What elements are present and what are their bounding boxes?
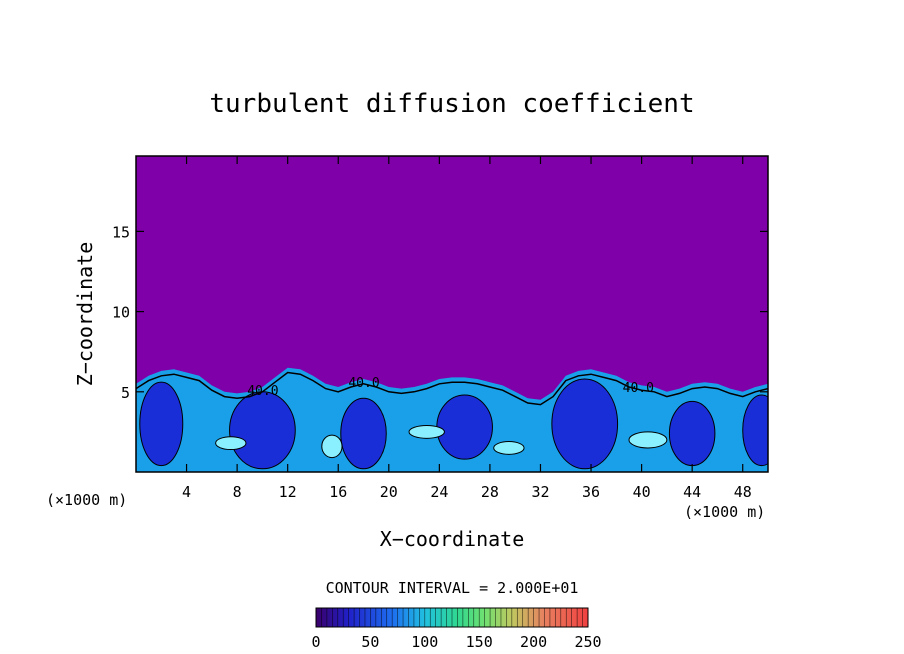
high-value-streak bbox=[493, 441, 525, 455]
x-tick-label: 44 bbox=[683, 483, 701, 501]
high-value-streak bbox=[408, 424, 445, 439]
x-tick-label: 36 bbox=[582, 483, 600, 501]
y-tick-label: 5 bbox=[121, 384, 130, 402]
y-tick-label: 15 bbox=[112, 223, 130, 241]
eddy-cell bbox=[551, 378, 619, 470]
eddy-cell bbox=[229, 391, 296, 470]
contour-label: 40.0 bbox=[348, 376, 379, 391]
x-tick-label: 20 bbox=[380, 483, 398, 501]
colorbar-tick-label: 50 bbox=[361, 633, 379, 651]
y-tick-label: 10 bbox=[112, 304, 130, 322]
colorbar-tick-label: 150 bbox=[466, 633, 493, 651]
contour-line bbox=[136, 371, 768, 406]
colorbar-tick-label: 250 bbox=[574, 633, 601, 651]
colorbar-tick-label: 100 bbox=[411, 633, 438, 651]
x-tick-label: 12 bbox=[279, 483, 297, 501]
contour-label: 40.0 bbox=[247, 384, 278, 399]
contour-interval-text: CONTOUR INTERVAL = 2.000E+01 bbox=[326, 579, 579, 597]
x-tick-label: 8 bbox=[233, 483, 242, 501]
x-unit-left: (×1000 m) bbox=[46, 491, 127, 509]
x-unit-right: (×1000 m) bbox=[684, 503, 765, 521]
x-tick-label: 24 bbox=[430, 483, 448, 501]
x-tick-label: 40 bbox=[633, 483, 651, 501]
colorbar-ticks: 0 50 100 150 200 250 bbox=[311, 633, 601, 651]
x-tick-label: 4 bbox=[182, 483, 191, 501]
x-tick-label: 16 bbox=[329, 483, 347, 501]
eddy-cell bbox=[668, 400, 716, 467]
colorbar-tick-label: 200 bbox=[520, 633, 547, 651]
eddy-cell bbox=[340, 397, 387, 470]
y-axis-ticks: 5 10 15 bbox=[112, 223, 768, 402]
eddy-cell bbox=[742, 394, 768, 467]
x-tick-label: 48 bbox=[734, 483, 752, 501]
x-tick-label: 28 bbox=[481, 483, 499, 501]
colorbar-tick-label: 0 bbox=[311, 633, 320, 651]
high-value-streak bbox=[321, 434, 343, 459]
x-tick-label: 32 bbox=[531, 483, 549, 501]
plot-frame bbox=[135, 155, 769, 473]
eddy-cell bbox=[139, 381, 184, 467]
high-value-streak bbox=[628, 431, 668, 449]
y-axis-label: Z−coordinate bbox=[73, 242, 97, 387]
x-axis-ticks: 4 8 12 16 20 24 28 32 36 40 44 48 bbox=[182, 156, 752, 501]
contour-label: 40.0 bbox=[623, 381, 654, 396]
high-value-streak bbox=[215, 436, 247, 451]
eddy-cell bbox=[436, 394, 493, 460]
x-axis-label: X−coordinate bbox=[380, 527, 525, 551]
colorbar-bands bbox=[315, 608, 589, 627]
chart-title: turbulent diffusion coefficient bbox=[209, 89, 694, 119]
heatmap-field: 40.0 40.0 40.0 bbox=[136, 156, 768, 472]
